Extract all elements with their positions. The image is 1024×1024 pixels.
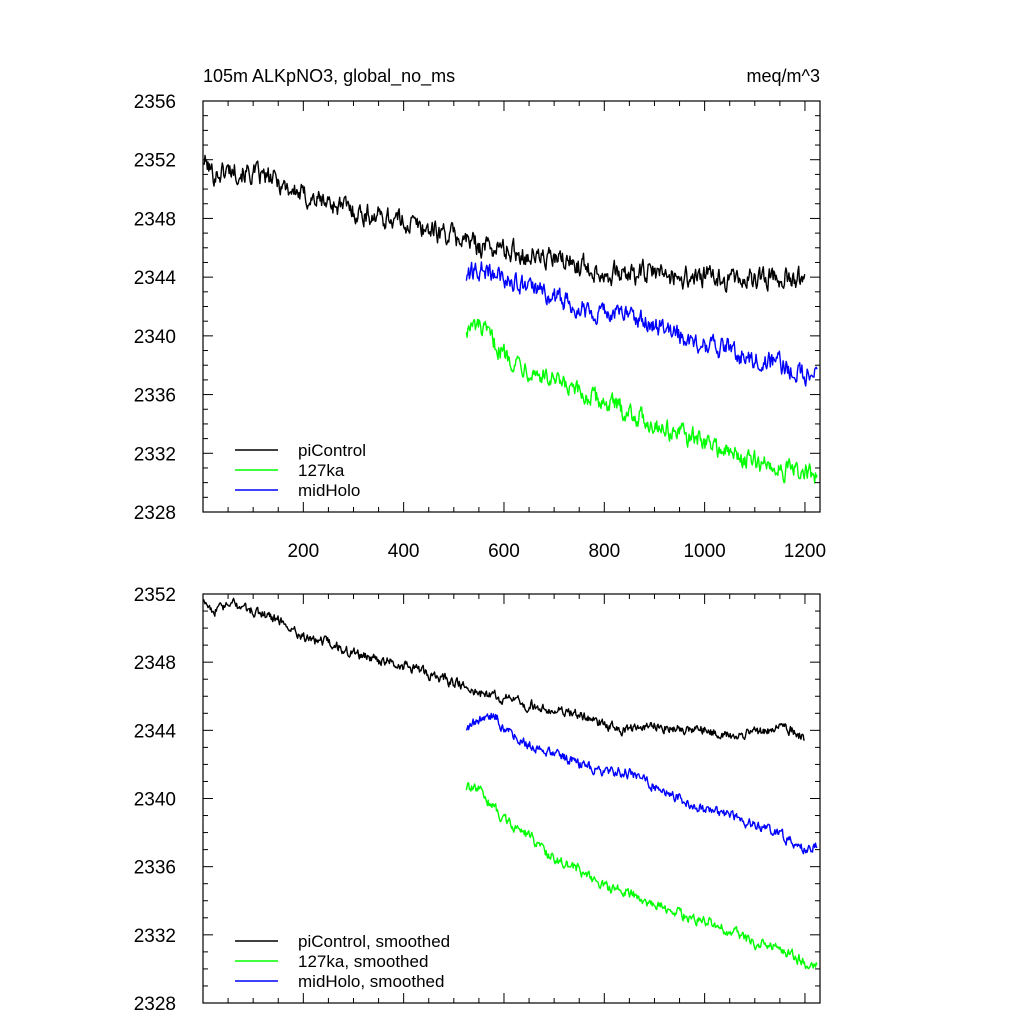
x-tick-label: 800 — [588, 541, 620, 562]
x-tick-label: 1000 — [683, 541, 725, 562]
y-tick-label: 2344 — [134, 268, 177, 289]
legend-label: midHolo — [298, 481, 360, 500]
series-line-picontrol — [203, 597, 805, 741]
axis-ticks — [203, 593, 820, 1004]
x-tick-label: 600 — [488, 541, 520, 562]
y-tick-label: 2328 — [134, 994, 176, 1015]
legend-label: piControl — [298, 441, 366, 460]
y-tick-label: 2340 — [134, 790, 176, 811]
chart-title-left: 105m ALKpNO3, global_no_ms — [203, 66, 455, 87]
series-lines — [203, 154, 818, 484]
chart-title-units: meq/m^3 — [747, 66, 820, 86]
y-tick-label: 2336 — [134, 386, 176, 407]
series-line-midholo — [465, 712, 818, 855]
y-tick-label: 2348 — [134, 209, 176, 230]
y-tick-label: 2328 — [134, 503, 176, 524]
series-lines — [203, 597, 818, 970]
x-tick-label: 400 — [388, 541, 420, 562]
plot-frame — [202, 593, 821, 1004]
y-tick-label: 2340 — [134, 327, 176, 348]
legend-label: 127ka — [298, 461, 345, 480]
x-tick-label: 1200 — [784, 541, 826, 562]
legend-label: piControl, smoothed — [298, 932, 450, 951]
series-line-127ka — [465, 782, 818, 970]
legend-label: 127ka, smoothed — [298, 952, 428, 971]
y-tick-label: 2332 — [134, 444, 176, 465]
bottom-panel: 2328 2332 2336 2340 2344 2348 2352 piControl, s… — [134, 585, 821, 1015]
y-tick-label: 2336 — [134, 858, 176, 879]
top-panel: 200 400 600 800 1000 1200 2328 2332 2336 2340 2344… — [134, 92, 826, 562]
legend-label: midHolo, smoothed — [298, 972, 444, 991]
axis-ticks — [203, 100, 820, 513]
x-tick-label: 200 — [287, 541, 319, 562]
y-tick-label: 2356 — [134, 92, 176, 113]
y-tick-label: 2352 — [134, 585, 176, 606]
y-tick-label: 2348 — [134, 653, 176, 674]
series-line-127ka — [465, 318, 818, 484]
series-line-picontrol — [203, 154, 806, 293]
y-tick-label: 2332 — [134, 926, 176, 947]
series-line-midholo — [465, 261, 818, 387]
y-tick-label: 2352 — [134, 151, 176, 172]
y-tick-label: 2344 — [134, 721, 177, 742]
